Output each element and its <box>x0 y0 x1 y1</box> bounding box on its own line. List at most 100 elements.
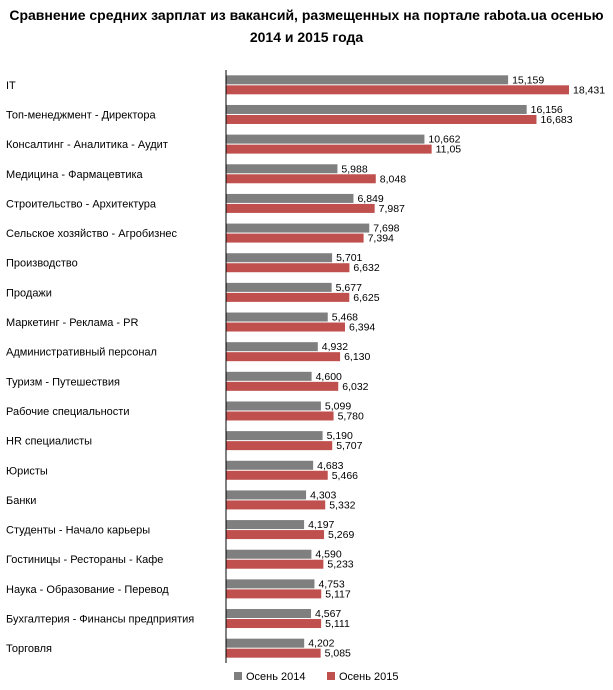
bars-group <box>226 75 569 658</box>
value-label-autumn-2015: 6,394 <box>349 322 375 334</box>
bar-autumn-2014 <box>226 431 323 441</box>
value-label-autumn-2014: 5,468 <box>332 312 358 324</box>
value-label-autumn-2014: 5,677 <box>336 282 362 294</box>
bar-autumn-2015 <box>226 411 334 421</box>
category-label: Строительство - Архитектура <box>6 198 157 210</box>
value-label-autumn-2015: 5,233 <box>327 559 353 571</box>
value-label-autumn-2015: 5,780 <box>338 410 364 422</box>
bar-autumn-2014 <box>226 134 425 144</box>
bar-autumn-2014 <box>226 312 328 322</box>
bar-autumn-2014 <box>226 460 314 470</box>
bar-autumn-2015 <box>226 263 350 273</box>
value-label-autumn-2014: 16,156 <box>531 104 563 116</box>
category-label: HR специалисты <box>6 436 92 448</box>
bar-autumn-2015 <box>226 292 350 302</box>
legend: Осень 2014 Осень 2015 <box>234 671 399 683</box>
category-label: Топ-менеджмент - Директора <box>6 109 156 121</box>
value-label-autumn-2014: 4,600 <box>316 371 342 383</box>
category-label: Торговля <box>6 643 52 655</box>
category-label: Производство <box>6 258 78 270</box>
chart-title: Сравнение средних зарплат из вакансий, р… <box>0 4 613 48</box>
value-label-autumn-2015: 6,625 <box>353 292 379 304</box>
category-label: Рабочие специальности <box>6 406 129 418</box>
bar-autumn-2015 <box>226 381 339 391</box>
bar-autumn-2015 <box>226 85 569 95</box>
value-label-autumn-2014: 4,683 <box>317 460 343 472</box>
category-label: Продажи <box>6 287 52 299</box>
value-label-autumn-2014: 7,698 <box>373 223 399 235</box>
bar-autumn-2015 <box>226 559 324 569</box>
category-label: Медицина - Фармацевтика <box>6 169 144 181</box>
value-label-autumn-2014: 5,190 <box>327 430 353 442</box>
bar-autumn-2015 <box>226 203 375 213</box>
value-label-autumn-2014: 4,202 <box>308 638 334 650</box>
bar-autumn-2015 <box>226 470 328 480</box>
value-label-autumn-2015: 5,332 <box>329 499 355 511</box>
legend-label-autumn-2014: Осень 2014 <box>246 671 306 683</box>
legend-label-autumn-2015: Осень 2015 <box>339 671 399 683</box>
value-label-autumn-2014: 10,662 <box>428 134 460 146</box>
category-label: Студенты - Начало карьеры <box>6 525 150 537</box>
bar-autumn-2015 <box>226 441 333 451</box>
value-label-autumn-2015: 5,269 <box>328 529 354 541</box>
value-label-autumn-2015: 5,707 <box>336 440 362 452</box>
category-label: Наука - Образование - Перевод <box>6 584 169 596</box>
bar-autumn-2014 <box>226 193 354 203</box>
bar-autumn-2015 <box>226 589 322 599</box>
bar-autumn-2015 <box>226 530 325 540</box>
category-label: Туризм - Путешествия <box>6 376 120 388</box>
category-label: IT <box>6 80 16 92</box>
bar-autumn-2014 <box>226 253 333 263</box>
bar-autumn-2015 <box>226 648 321 658</box>
value-label-autumn-2014: 4,197 <box>308 519 334 531</box>
value-label-autumn-2014: 4,590 <box>315 549 341 561</box>
category-label: Сельское хозяйство - Агробизнес <box>6 228 178 240</box>
bar-autumn-2015 <box>226 322 345 332</box>
bar-autumn-2015 <box>226 352 341 362</box>
bar-autumn-2015 <box>226 233 364 243</box>
value-label-autumn-2015: 6,130 <box>344 351 370 363</box>
value-label-autumn-2014: 4,303 <box>310 489 336 501</box>
value-label-autumn-2015: 16,683 <box>540 114 572 126</box>
category-label: Юристы <box>6 465 48 477</box>
bar-autumn-2014 <box>226 520 305 530</box>
category-label: Гостиницы - Рестораны - Кафе <box>6 554 163 566</box>
value-label-autumn-2015: 11,05 <box>436 144 462 156</box>
bar-autumn-2015 <box>226 619 322 629</box>
bar-autumn-2015 <box>226 114 537 124</box>
bar-autumn-2014 <box>226 75 509 85</box>
bar-autumn-2015 <box>226 500 326 510</box>
value-label-autumn-2014: 4,932 <box>322 341 348 353</box>
category-label: Консалтинг - Аналитика - Аудит <box>6 139 168 151</box>
value-label-autumn-2015: 5,111 <box>325 618 350 630</box>
bar-autumn-2014 <box>226 342 318 352</box>
bar-autumn-2014 <box>226 490 307 500</box>
bar-autumn-2014 <box>226 223 370 233</box>
value-label-autumn-2014: 15,159 <box>512 74 544 86</box>
value-label-autumn-2015: 7,987 <box>379 203 405 215</box>
bar-autumn-2014 <box>226 579 315 589</box>
bar-autumn-2014 <box>226 549 312 559</box>
bar-autumn-2014 <box>226 104 527 114</box>
value-label-autumn-2014: 5,988 <box>341 163 367 175</box>
value-label-autumn-2015: 5,466 <box>332 470 358 482</box>
chart-title-line-1: Сравнение средних зарплат из вакансий, р… <box>9 7 604 23</box>
bar-autumn-2014 <box>226 282 332 292</box>
value-label-autumn-2015: 5,085 <box>325 648 351 660</box>
bar-autumn-2015 <box>226 144 432 154</box>
value-label-autumn-2015: 7,394 <box>368 233 394 245</box>
bar-autumn-2014 <box>226 609 311 619</box>
category-label: Бухгалтерия - Финансы предприятия <box>6 614 194 626</box>
chart-title-line-2: 2014 и 2015 года <box>249 29 364 45</box>
category-label: Маркетинг - Реклама - PR <box>6 317 138 329</box>
bar-autumn-2014 <box>226 371 312 381</box>
value-label-autumn-2015: 5,117 <box>325 588 351 600</box>
value-label-autumn-2015: 18,431 <box>573 84 605 96</box>
value-label-autumn-2014: 4,567 <box>315 608 341 620</box>
value-label-autumn-2014: 4,753 <box>318 578 344 590</box>
bar-autumn-2014 <box>226 638 305 648</box>
value-label-autumn-2014: 6,849 <box>357 193 383 205</box>
bar-autumn-2014 <box>226 164 338 174</box>
value-label-autumn-2015: 8,048 <box>380 173 406 185</box>
